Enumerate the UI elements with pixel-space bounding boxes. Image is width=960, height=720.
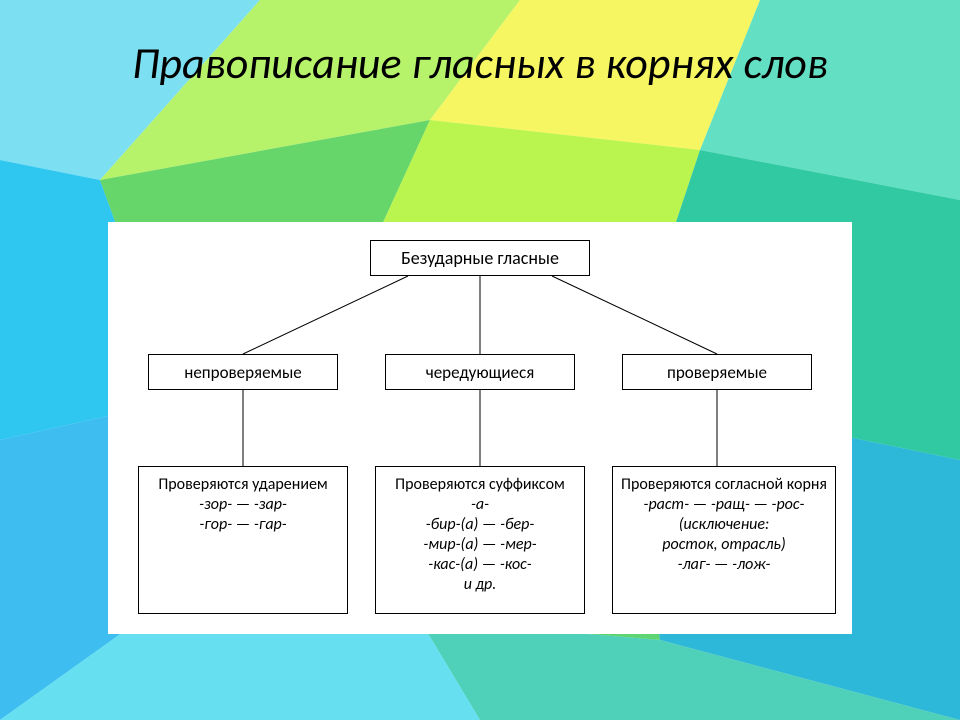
node-category-1: непроверяемые <box>148 354 338 390</box>
node-category-label: чередующиеся <box>426 362 535 383</box>
node-root-label: Безударные гласные <box>401 247 559 269</box>
node-category-label: непроверяемые <box>184 362 302 383</box>
detail-lines: -зор- — -зар--гор- — -гар- <box>145 495 341 535</box>
detail-heading: Проверяются ударением <box>145 475 341 495</box>
node-detail-1: Проверяются ударением -зор- — -зар--гор-… <box>138 466 348 614</box>
slide-title: Правописание гласных в корнях слов <box>0 38 960 89</box>
node-category-3: проверяемые <box>622 354 812 390</box>
detail-lines: -раст- — -ращ- — -рос-(исключение:росток… <box>619 495 829 575</box>
slide-content: Правописание гласных в корнях слов Безуд… <box>0 0 960 720</box>
detail-heading: Проверяются суффиксом <box>382 475 578 495</box>
node-detail-2: Проверяются суффиксом -а--бир-(а) — -бер… <box>375 466 585 614</box>
node-category-label: проверяемые <box>667 362 767 383</box>
node-detail-3: Проверяются согласной корня -раст- — -ра… <box>612 466 836 614</box>
node-root: Безударные гласные <box>370 240 590 276</box>
diagram-container: Безударные гласные непроверяемые чередую… <box>108 222 852 634</box>
slide: Правописание гласных в корнях слов Безуд… <box>0 0 960 720</box>
detail-heading: Проверяются согласной корня <box>619 475 829 495</box>
detail-lines: -а--бир-(а) — -бер--мир-(а) — -мер--кас-… <box>382 495 578 595</box>
node-category-2: чередующиеся <box>385 354 575 390</box>
